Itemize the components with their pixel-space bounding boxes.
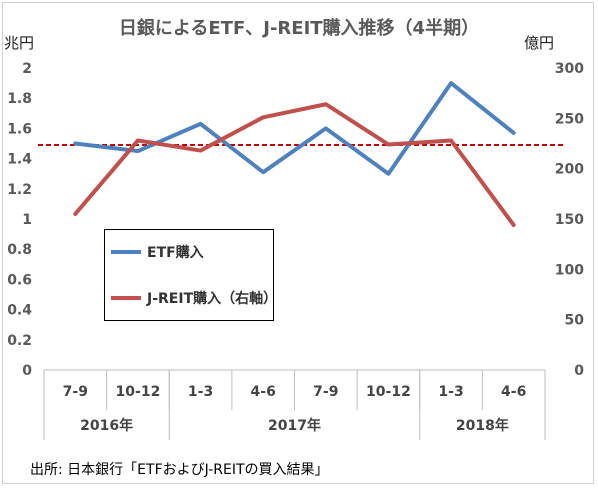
category-label: 10-12 (116, 384, 161, 400)
left-tick-label: 1.2 (7, 182, 32, 198)
year-labels: 2016年 2017年 2018年 (80, 417, 509, 434)
category-labels: 7-9 10-12 1-3 4-6 7-9 10-12 1-3 4-6 (63, 384, 527, 400)
right-tick-label: 50 (565, 313, 585, 329)
category-label: 10-12 (366, 384, 411, 400)
right-tick-label: 100 (555, 262, 584, 278)
left-tick-label: 0.8 (7, 242, 32, 258)
left-tick-label: 0 (22, 363, 32, 379)
left-tick-label: 1.4 (7, 152, 32, 168)
right-tick-label: 200 (555, 162, 584, 178)
category-label: 7-9 (313, 384, 338, 400)
left-tick-label: 1.6 (7, 121, 32, 137)
left-axis-unit: 兆円 (4, 34, 35, 52)
legend-item-jreit: J-REIT購入（右軸） (111, 288, 277, 308)
legend: ETF購入 J-REIT購入（右軸） (104, 229, 277, 321)
year-label: 2018年 (456, 417, 509, 434)
axes (43, 369, 546, 440)
legend-swatch-jreit (111, 296, 141, 300)
right-tick-label: 0 (574, 363, 584, 379)
legend-item-etf: ETF購入 (111, 242, 204, 262)
left-tick-label: 1 (22, 212, 32, 228)
right-tick-label: 250 (555, 111, 584, 127)
jreit-series-line (73, 102, 516, 228)
category-label: 1-3 (438, 384, 463, 400)
chart-title: 日銀によるETF、J-REIT購入推移（4半期） (118, 18, 480, 39)
right-tick-label: 300 (555, 61, 584, 77)
legend-swatch-etf (111, 250, 141, 254)
left-tick-label: 0.2 (7, 333, 32, 349)
left-axis-ticks: 0 0.2 0.4 0.6 0.8 1 1.2 1.4 1.6 1.8 2 (7, 61, 32, 379)
left-tick-label: 2 (22, 61, 32, 77)
legend-label-jreit: J-REIT購入（右軸） (147, 291, 278, 307)
category-label: 7-9 (63, 384, 88, 400)
category-label: 4-6 (501, 384, 526, 400)
year-label: 2016年 (80, 417, 133, 434)
chart-frame (2, 2, 594, 484)
right-axis-ticks: 0 50 100 150 200 250 300 (555, 61, 584, 379)
etf-series-line (73, 81, 516, 176)
category-label: 1-3 (188, 384, 213, 400)
legend-label-etf: ETF購入 (147, 245, 204, 261)
year-label: 2017年 (268, 417, 321, 434)
source-note: 出所: 日本銀行「ETFおよびJ-REITの買入結果」 (30, 462, 329, 478)
left-tick-label: 0.6 (7, 272, 32, 288)
left-tick-label: 1.8 (7, 91, 32, 107)
right-tick-label: 150 (555, 212, 584, 228)
right-axis-unit: 億円 (524, 34, 555, 52)
category-label: 4-6 (251, 384, 276, 400)
left-tick-label: 0.4 (7, 303, 32, 319)
series-lines (73, 81, 516, 228)
